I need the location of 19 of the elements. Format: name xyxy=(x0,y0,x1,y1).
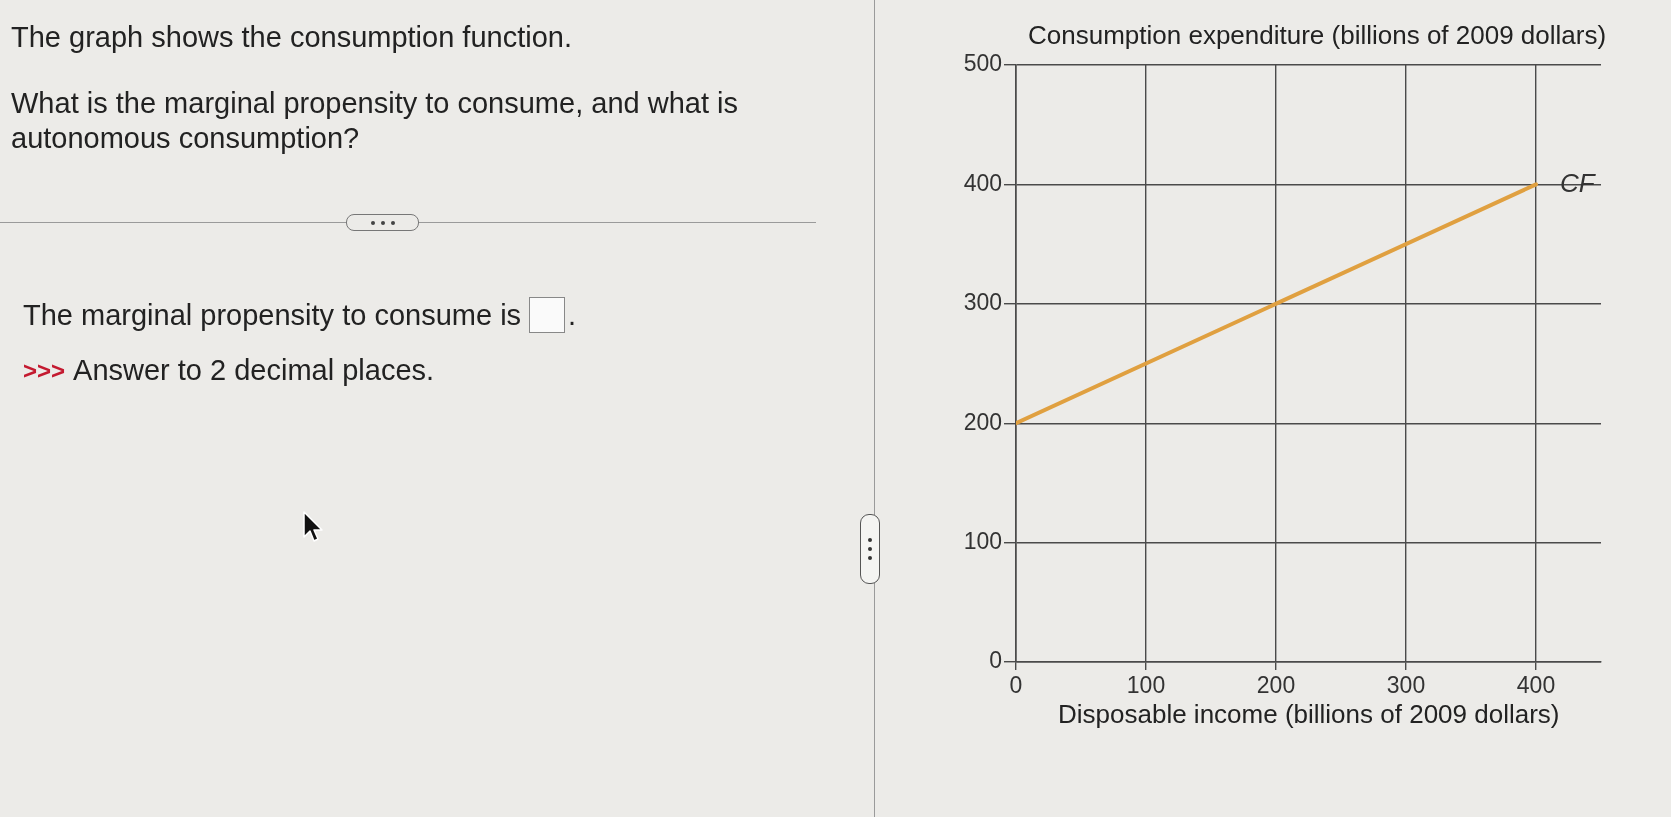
y-tick-label: 400 xyxy=(963,169,1002,196)
text: What is the marginal propensity to consume, and what is autonomous consumption? xyxy=(11,86,739,156)
y-tick-label: 0 xyxy=(989,647,1002,674)
x-tick-label: 0 xyxy=(1009,672,1023,699)
y-axis-title: Consumption expenditure (billions of 2009 dollars) xyxy=(1028,20,1607,50)
text: The graph shows the consumption function. xyxy=(11,20,572,55)
text: >>> xyxy=(23,356,66,386)
x-tick-label: 200 xyxy=(1256,672,1296,699)
x-tick-label: 100 xyxy=(1126,672,1166,699)
y-tick-label: 500 xyxy=(963,50,1002,77)
x-axis-title: Disposable income (billions of 2009 dollars) xyxy=(1058,699,1560,729)
y-tick-label: 100 xyxy=(963,527,1002,554)
text: . xyxy=(568,297,577,333)
text: Answer to 2 decimal places. xyxy=(73,353,435,388)
y-tick-label: 300 xyxy=(963,289,1002,316)
y-tick-label: 200 xyxy=(963,408,1002,435)
x-tick-label: 400 xyxy=(1516,672,1556,699)
x-tick-label: 300 xyxy=(1386,672,1426,699)
text: The marginal propensity to consume is xyxy=(23,297,522,333)
